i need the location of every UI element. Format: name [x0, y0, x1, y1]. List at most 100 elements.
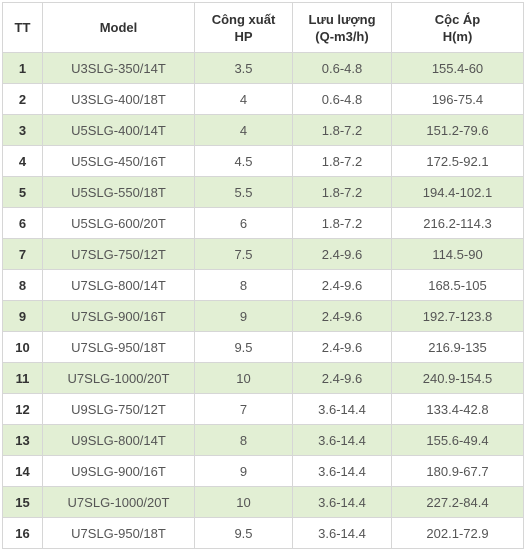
header-row: TT Model Công xuất HP Lưu lượng (Q-m3/h)…	[2, 2, 524, 53]
cell-model: U7SLG-750/12T	[42, 238, 195, 270]
cell-model: U9SLG-800/14T	[42, 424, 195, 456]
cell-flow: 1.8-7.2	[292, 145, 392, 177]
cell-head: 133.4-42.8	[391, 393, 524, 425]
table-row: 9 U7SLG-900/16T 9 2.4-9.6 192.7-123.8	[2, 300, 524, 332]
cell-hp: 8	[194, 424, 293, 456]
cell-flow: 2.4-9.6	[292, 331, 392, 363]
cell-tt: 12	[2, 393, 43, 425]
cell-tt: 14	[2, 455, 43, 487]
table-row: 11 U7SLG-1000/20T 10 2.4-9.6 240.9-154.5	[2, 362, 524, 394]
cell-head: 216.2-114.3	[391, 207, 524, 239]
cell-flow: 3.6-14.4	[292, 517, 392, 549]
cell-hp: 10	[194, 362, 293, 394]
cell-head: 172.5-92.1	[391, 145, 524, 177]
cell-flow: 3.6-14.4	[292, 393, 392, 425]
cell-head: 240.9-154.5	[391, 362, 524, 394]
cell-tt: 4	[2, 145, 43, 177]
table-row: 8 U7SLG-800/14T 8 2.4-9.6 168.5-105	[2, 269, 524, 301]
cell-model: U7SLG-1000/20T	[42, 486, 195, 518]
table-row: 4 U5SLG-450/16T 4.5 1.8-7.2 172.5-92.1	[2, 145, 524, 177]
cell-head: 216.9-135	[391, 331, 524, 363]
cell-tt: 15	[2, 486, 43, 518]
cell-hp: 7.5	[194, 238, 293, 270]
cell-head: 114.5-90	[391, 238, 524, 270]
table-body: 1 U3SLG-350/14T 3.5 0.6-4.8 155.4-60 2 U3SLG-4…	[2, 52, 524, 549]
header-power: Công xuất HP	[194, 2, 293, 53]
cell-model: U3SLG-400/18T	[42, 83, 195, 115]
cell-hp: 10	[194, 486, 293, 518]
cell-model: U3SLG-350/14T	[42, 52, 195, 84]
cell-flow: 2.4-9.6	[292, 269, 392, 301]
cell-tt: 1	[2, 52, 43, 84]
table-row: 15 U7SLG-1000/20T 10 3.6-14.4 227.2-84.4	[2, 486, 524, 518]
cell-tt: 16	[2, 517, 43, 549]
cell-tt: 8	[2, 269, 43, 301]
cell-head: 155.4-60	[391, 52, 524, 84]
cell-hp: 9.5	[194, 517, 293, 549]
cell-model: U7SLG-800/14T	[42, 269, 195, 301]
cell-hp: 5.5	[194, 176, 293, 208]
table-row: 13 U9SLG-800/14T 8 3.6-14.4 155.6-49.4	[2, 424, 524, 456]
header-tt: TT	[2, 2, 43, 53]
cell-hp: 6	[194, 207, 293, 239]
cell-model: U5SLG-450/16T	[42, 145, 195, 177]
header-power-line2: HP	[234, 28, 253, 44]
pump-spec-table: TT Model Công xuất HP Lưu lượng (Q-m3/h)…	[2, 2, 524, 549]
cell-head: 202.1-72.9	[391, 517, 524, 549]
table-row: 6 U5SLG-600/20T 6 1.8-7.2 216.2-114.3	[2, 207, 524, 239]
cell-model: U5SLG-600/20T	[42, 207, 195, 239]
cell-model: U9SLG-750/12T	[42, 393, 195, 425]
table-row: 3 U5SLG-400/14T 4 1.8-7.2 151.2-79.6	[2, 114, 524, 146]
cell-hp: 4	[194, 114, 293, 146]
cell-tt: 10	[2, 331, 43, 363]
cell-hp: 9	[194, 300, 293, 332]
cell-hp: 9.5	[194, 331, 293, 363]
cell-flow: 3.6-14.4	[292, 424, 392, 456]
table-row: 5 U5SLG-550/18T 5.5 1.8-7.2 194.4-102.1	[2, 176, 524, 208]
cell-tt: 6	[2, 207, 43, 239]
cell-model: U7SLG-1000/20T	[42, 362, 195, 394]
table-row: 1 U3SLG-350/14T 3.5 0.6-4.8 155.4-60	[2, 52, 524, 84]
cell-tt: 3	[2, 114, 43, 146]
cell-head: 151.2-79.6	[391, 114, 524, 146]
header-head-line2: H(m)	[442, 28, 473, 44]
cell-head: 194.4-102.1	[391, 176, 524, 208]
cell-head: 155.6-49.4	[391, 424, 524, 456]
cell-hp: 4	[194, 83, 293, 115]
header-flow: Lưu lượng (Q-m3/h)	[292, 2, 392, 53]
cell-tt: 2	[2, 83, 43, 115]
cell-model: U5SLG-400/14T	[42, 114, 195, 146]
cell-head: 196-75.4	[391, 83, 524, 115]
table-row: 14 U9SLG-900/16T 9 3.6-14.4 180.9-67.7	[2, 455, 524, 487]
cell-hp: 7	[194, 393, 293, 425]
header-head: Cộc Áp H(m)	[391, 2, 524, 53]
cell-flow: 1.8-7.2	[292, 176, 392, 208]
header-head-line1: Cộc Áp	[434, 11, 481, 27]
header-model: Model	[42, 2, 195, 53]
cell-hp: 9	[194, 455, 293, 487]
cell-hp: 8	[194, 269, 293, 301]
cell-head: 168.5-105	[391, 269, 524, 301]
cell-flow: 0.6-4.8	[292, 83, 392, 115]
cell-hp: 3.5	[194, 52, 293, 84]
cell-model: U7SLG-950/18T	[42, 331, 195, 363]
cell-flow: 0.6-4.8	[292, 52, 392, 84]
cell-flow: 3.6-14.4	[292, 486, 392, 518]
cell-model: U9SLG-900/16T	[42, 455, 195, 487]
cell-flow: 3.6-14.4	[292, 455, 392, 487]
cell-head: 227.2-84.4	[391, 486, 524, 518]
table-row: 16 U7SLG-950/18T 9.5 3.6-14.4 202.1-72.9	[2, 517, 524, 549]
cell-flow: 1.8-7.2	[292, 207, 392, 239]
cell-tt: 5	[2, 176, 43, 208]
table-row: 7 U7SLG-750/12T 7.5 2.4-9.6 114.5-90	[2, 238, 524, 270]
table-row: 10 U7SLG-950/18T 9.5 2.4-9.6 216.9-135	[2, 331, 524, 363]
cell-model: U7SLG-950/18T	[42, 517, 195, 549]
cell-tt: 13	[2, 424, 43, 456]
header-flow-line1: Lưu lượng	[308, 11, 376, 27]
header-power-line1: Công xuất	[211, 11, 276, 27]
cell-model: U5SLG-550/18T	[42, 176, 195, 208]
cell-tt: 9	[2, 300, 43, 332]
table-row: 12 U9SLG-750/12T 7 3.6-14.4 133.4-42.8	[2, 393, 524, 425]
cell-hp: 4.5	[194, 145, 293, 177]
